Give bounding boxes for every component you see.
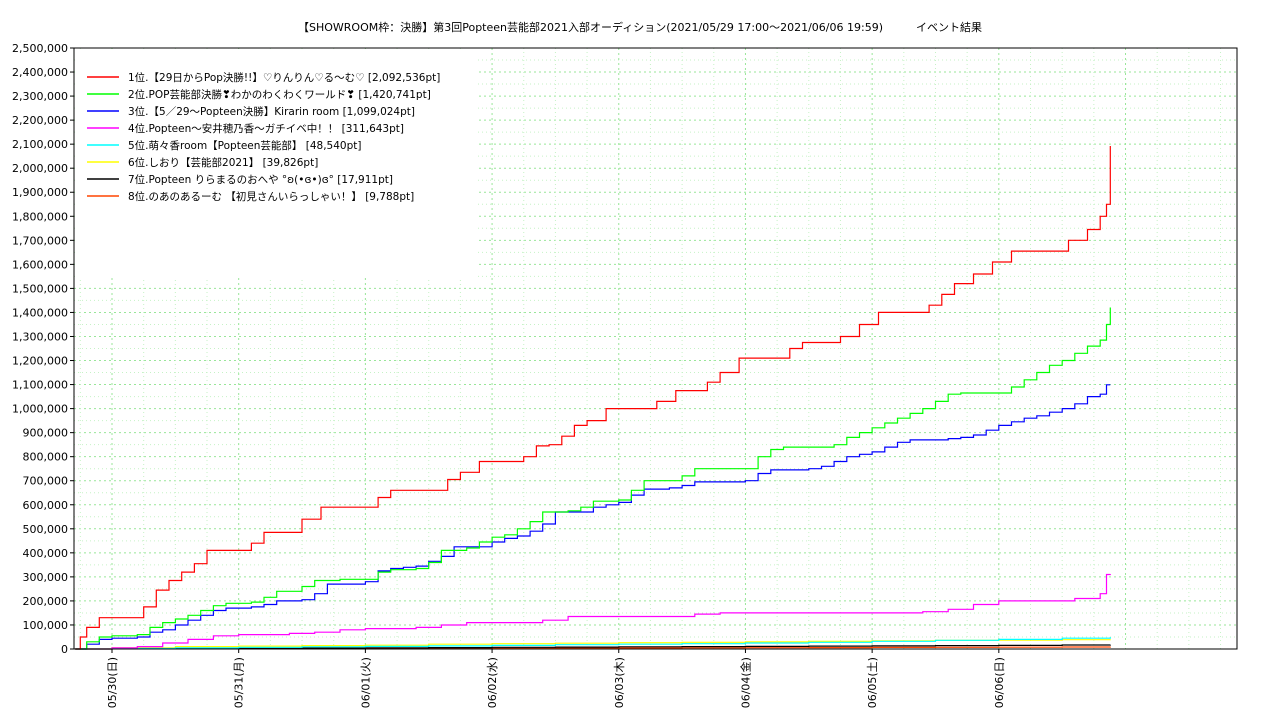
legend-label: 7位.Popteen りらまるのおへや °ʚ(•ɞ•)ɞ° [17,911pt] [128,173,393,186]
y-tick-label: 1,800,000 [12,210,68,223]
y-tick-label: 2,200,000 [12,114,68,127]
legend-label: 1位.【29日からPop決勝!!】♡りんりん♡る〜む♡ [2,092,536pt… [128,71,440,84]
y-tick-label: 200,000 [23,595,69,608]
y-tick-label: 2,000,000 [12,162,68,175]
y-tick-label: 1,200,000 [12,355,68,368]
y-tick-label: 600,000 [23,499,69,512]
y-tick-label: 500,000 [23,523,69,536]
y-tick-label: 100,000 [23,619,69,632]
x-tick-label: 06/02(水) [486,657,499,708]
x-tick-label: 06/04(金) [738,657,752,708]
series-line [75,384,1111,650]
y-tick-label: 1,600,000 [12,258,68,271]
series-line [75,573,1111,650]
legend: 1位.【29日からPop決勝!!】♡りんりん♡る〜む♡ [2,092,536pt… [87,71,440,203]
legend-label: 6位.しおり【芸能部2021】 [39,826pt] [128,156,318,169]
legend-label: 5位.萌々香room【Popteen芸能部】 [48,540pt] [128,139,361,152]
y-tick-label: 2,100,000 [12,138,68,151]
x-axis: 05/30(日) 05/31(月) 06/01(火) 06/02(水) 06/03(木)… [106,649,1006,708]
x-tick-label: 06/01(火) [359,657,372,708]
x-tick-label: 06/03(木) [613,657,626,708]
x-tick-label: 06/05(土) [866,657,879,708]
x-tick-label: 06/06(日) [993,657,1006,708]
legend-label: 8位.のあのあるーむ 【初見さんいらっしゃい！】 [9,788pt] [128,190,414,203]
legend-label: 4位.Popteen〜安井穂乃香〜ガチイベ中！！ [311,643pt] [128,122,404,135]
y-tick-label: 1,400,000 [12,306,68,319]
legend-label: 2位.POP芸能部決勝❣わかのわくわくワールド❣ [1,420,741pt] [128,88,431,101]
y-tick-label: 300,000 [23,571,69,584]
y-tick-label: 0 [61,643,68,656]
y-tick-label: 700,000 [23,475,69,488]
series-layer [75,146,1111,650]
y-tick-label: 900,000 [23,427,69,440]
legend-background [75,49,477,277]
y-tick-label: 2,500,000 [12,42,68,55]
y-tick-label: 800,000 [23,451,69,464]
y-tick-label: 1,500,000 [12,282,68,295]
y-tick-label: 2,400,000 [12,66,68,79]
legend-label: 3位.【5／29〜Popteen決勝】Kirarin room [1,099,0… [128,105,415,118]
series-line [75,307,1111,650]
y-axis: 0 100,000 200,000 300,000 400,000 500,000 600,… [12,42,74,656]
x-tick-label: 05/30(日) [106,657,119,708]
series-line [75,146,1111,650]
y-tick-label: 1,300,000 [12,330,68,343]
y-tick-label: 1,700,000 [12,234,68,247]
y-tick-label: 1,000,000 [12,403,68,416]
series-line [75,637,1111,650]
plot-frame [73,47,1238,650]
x-tick-label: 05/31(月) [233,657,246,708]
y-tick-label: 400,000 [23,547,69,560]
y-tick-label: 1,900,000 [12,186,68,199]
y-tick-label: 1,100,000 [12,379,68,392]
chart-title: 【SHOWROOM枠：決勝】第3回Popteen芸能部2021入部オーディション… [297,21,982,34]
y-tick-label: 2,300,000 [12,90,68,103]
